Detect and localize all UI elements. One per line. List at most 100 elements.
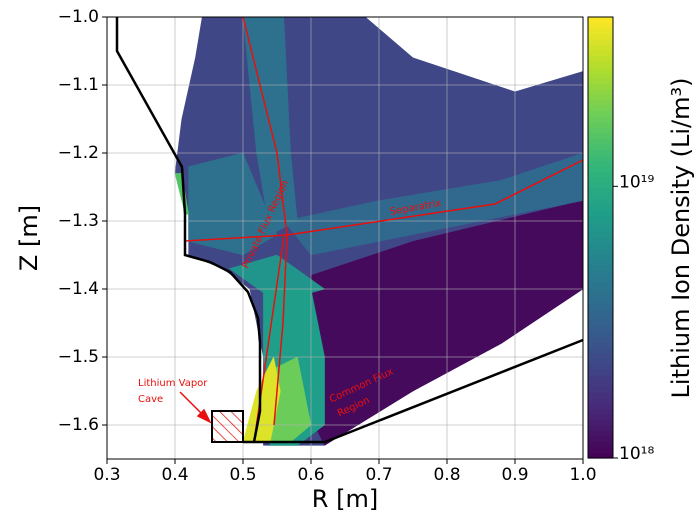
colorbar-segment xyxy=(588,176,613,183)
colorbar-segment xyxy=(588,215,613,222)
colorbar: 10¹⁹ 10¹⁸ xyxy=(587,16,654,464)
colorbar-segment xyxy=(588,408,613,415)
x-tick-label: 0.3 xyxy=(93,465,120,485)
colorbar-segment xyxy=(588,154,613,161)
colorbar-segment xyxy=(588,386,613,393)
colorbar-segment xyxy=(588,298,613,305)
colorbar-segment xyxy=(588,231,613,239)
colorbar-segment xyxy=(588,413,613,421)
colorbar-segment xyxy=(588,265,613,272)
y-tick-label: −1.1 xyxy=(58,75,99,95)
colorbar-segment xyxy=(588,77,613,84)
colorbar-segment xyxy=(588,50,613,57)
colorbar-segment xyxy=(588,281,613,288)
colorbar-segment xyxy=(588,342,613,349)
wall xyxy=(115,17,584,444)
colorbar-segment xyxy=(588,220,613,228)
colorbar-segment xyxy=(588,270,613,277)
y-axis-label: Z [m] xyxy=(15,205,43,271)
colorbar-segment xyxy=(588,138,613,145)
colorbar-segment xyxy=(588,397,613,404)
colorbar-segment xyxy=(588,452,613,459)
cave-arrow xyxy=(179,391,212,424)
colorbar-segment xyxy=(588,204,613,211)
colorbar-segment xyxy=(588,276,613,283)
colorbar-segment xyxy=(588,375,613,382)
colorbar-segment xyxy=(588,105,613,112)
colorbar-segment xyxy=(588,33,613,40)
colorbar-segment xyxy=(588,187,613,194)
colorbar-segment xyxy=(588,121,613,128)
density-region xyxy=(188,152,278,256)
colorbar-label: Lithium Ion Density (Li/m³) xyxy=(667,78,695,399)
colorbar-segment xyxy=(588,364,613,371)
colorbar-segment xyxy=(588,380,613,387)
colorbar-segment xyxy=(588,237,613,244)
colorbar-segment xyxy=(588,435,613,443)
x-tick-label: 0.8 xyxy=(433,465,460,485)
colorbar-segment xyxy=(588,149,613,156)
colorbar-segment xyxy=(588,353,613,360)
x-tick-label: 0.9 xyxy=(501,465,528,485)
wall-line xyxy=(243,338,584,444)
colorbar-segment xyxy=(588,143,613,150)
colorbar-segment xyxy=(588,248,613,255)
colorbar-segment xyxy=(588,160,613,167)
colorbar-segment xyxy=(588,110,613,117)
colorbar-segment xyxy=(588,88,613,95)
x-axis-label: R [m] xyxy=(312,485,378,513)
y-tick-label: −1.6 xyxy=(58,415,99,435)
colorbar-segment xyxy=(588,116,613,123)
colorbar-segment xyxy=(588,369,613,376)
colorbar-segment xyxy=(588,28,613,35)
colorbar-segment xyxy=(588,430,613,437)
colorbar-segment xyxy=(588,132,613,139)
colorbar-segment xyxy=(588,55,613,62)
colorbar-segment xyxy=(588,259,613,266)
colorbar-segment xyxy=(588,226,613,233)
y-tick-label: −1.4 xyxy=(58,279,99,299)
colorbar-segment xyxy=(588,17,613,24)
colorbar-segment xyxy=(588,61,613,68)
colorbar-segment xyxy=(588,254,613,261)
colorbar-segment xyxy=(588,99,613,106)
colorbar-segment xyxy=(588,209,613,217)
colorbar-segment xyxy=(588,347,613,354)
wall-line xyxy=(115,17,262,443)
colorbar-segment xyxy=(588,303,613,310)
colorbar-segment xyxy=(588,314,613,321)
colorbar-segment xyxy=(588,182,613,189)
colorbar-segment xyxy=(588,446,613,454)
colorbar-segment xyxy=(588,72,613,79)
colorbar-segment xyxy=(588,39,613,46)
colorbar-segment xyxy=(588,127,613,134)
colorbar-segment xyxy=(588,66,613,73)
separatrix-line xyxy=(184,159,584,242)
annotation: Cave xyxy=(138,394,163,405)
colorbar-segment xyxy=(588,44,613,51)
annotation: Lithium Vapor xyxy=(138,378,208,389)
colorbar-segment xyxy=(588,193,613,200)
colorbar-segment xyxy=(588,22,613,29)
colorbar-segment xyxy=(588,320,613,327)
colorbar-segment xyxy=(588,424,613,432)
x-tick-label: 0.6 xyxy=(297,465,324,485)
colorbar-segment xyxy=(588,171,613,178)
x-tick-label: 1.0 xyxy=(569,465,596,485)
colorbar-segment xyxy=(588,336,613,343)
colorbar-segment xyxy=(588,391,613,398)
colorbar-segment xyxy=(588,419,613,426)
colorbar-segment xyxy=(588,287,613,294)
x-tick-label: 0.7 xyxy=(365,465,392,485)
colorbar-frame xyxy=(587,16,614,459)
x-tick-label: 0.4 xyxy=(161,465,188,485)
colorbar-tick-label: 10¹⁹ xyxy=(619,172,654,192)
colorbar-segment xyxy=(588,441,613,448)
plot-frame xyxy=(106,16,584,460)
colorbar-segment xyxy=(588,292,613,299)
x-tick-label: 0.5 xyxy=(229,465,256,485)
colorbar-segment xyxy=(588,94,613,101)
y-tick-label: −1.3 xyxy=(58,211,99,231)
y-tick-label: −1.0 xyxy=(58,7,99,27)
vapor-cave xyxy=(211,410,244,443)
